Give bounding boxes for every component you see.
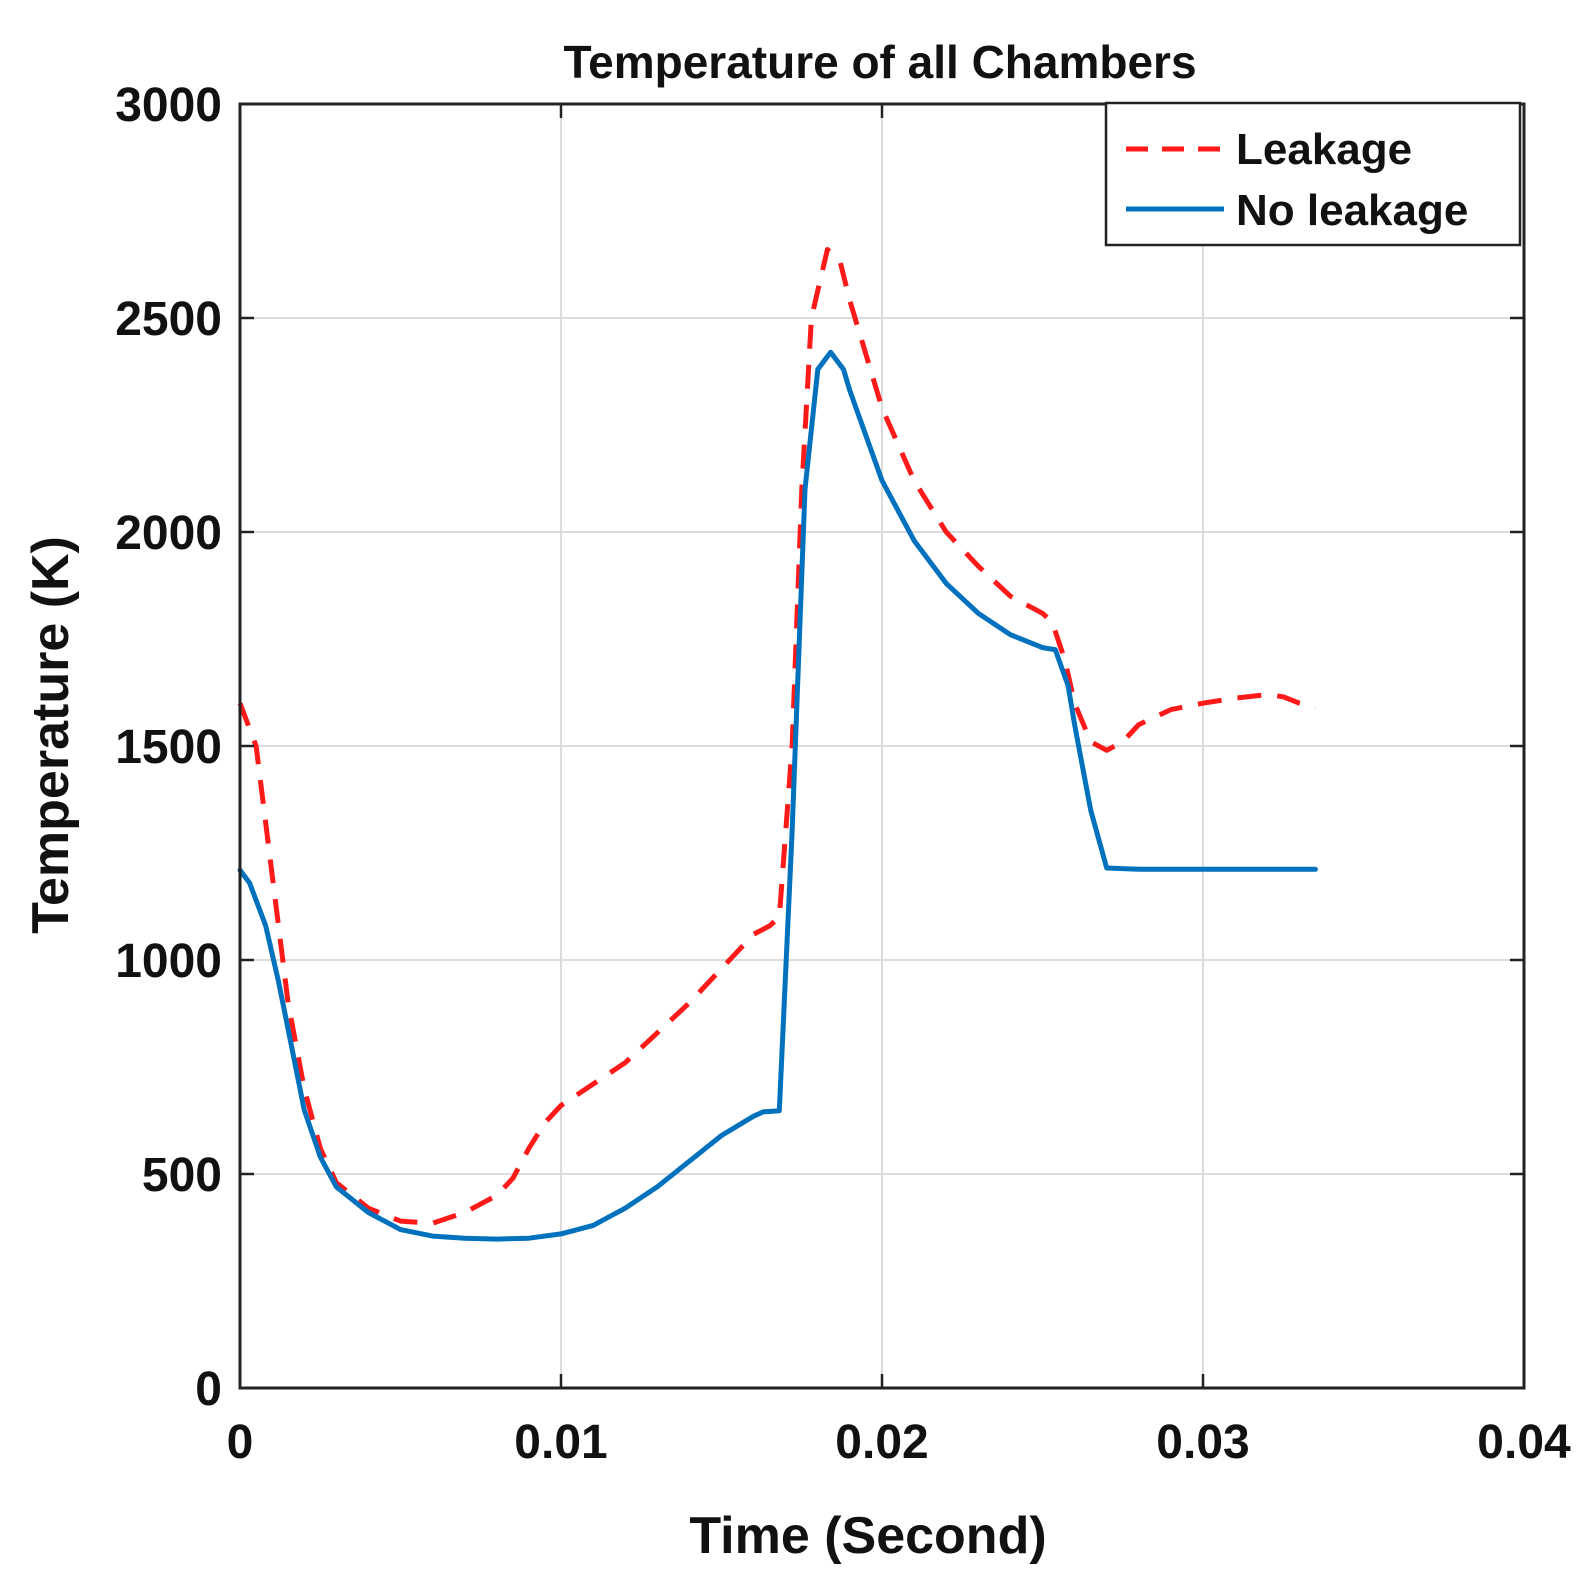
- grid: [240, 104, 1524, 1388]
- legend: Leakage No leakage: [1104, 101, 1522, 247]
- x-tick-label: 0: [227, 1416, 254, 1469]
- y-tick-label: 3000: [115, 79, 222, 132]
- legend-box: [1104, 101, 1522, 247]
- x-tick-label: 0.01: [514, 1416, 607, 1469]
- y-tick-label: 1000: [115, 935, 222, 988]
- x-tick-label: 0.04: [1477, 1416, 1571, 1469]
- y-tick-labels: 0 500 1000 1500 2000 2500 3000: [115, 79, 222, 1416]
- y-tick-label: 2500: [115, 293, 222, 346]
- series-layer: [237, 247, 1318, 1242]
- x-axis-label: Time (Second): [689, 1507, 1046, 1565]
- y-axis-label: Temperature (K): [22, 536, 80, 934]
- x-tick-labels: 0 0.01 0.02 0.03 0.04: [227, 1416, 1571, 1469]
- y-tick-label: 1500: [115, 721, 222, 774]
- series-line-no-leakage: [237, 349, 1318, 1242]
- x-tick-label: 0.02: [835, 1416, 928, 1469]
- legend-label-leakage: Leakage: [1236, 125, 1412, 174]
- y-tick-label: 0: [195, 1363, 222, 1416]
- legend-label-no-leakage: No leakage: [1236, 186, 1468, 235]
- axis-ticks: [238, 102, 1526, 1390]
- y-tick-label: 2000: [115, 507, 222, 560]
- chart-title: Temperature of all Chambers: [563, 36, 1196, 88]
- series-line-leakage: [237, 247, 1317, 1226]
- x-tick-label: 0.03: [1156, 1416, 1249, 1469]
- y-tick-label: 500: [142, 1149, 222, 1202]
